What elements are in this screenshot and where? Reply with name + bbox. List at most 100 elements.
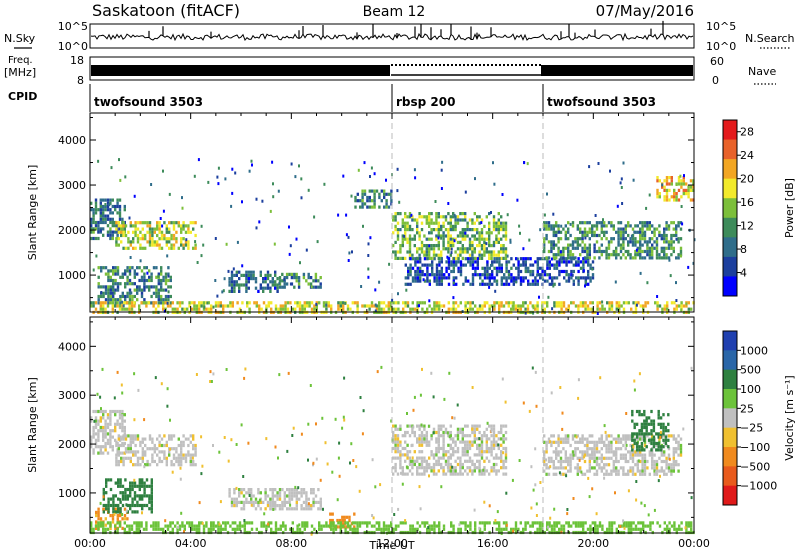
data-cell xyxy=(619,230,623,234)
data-cell xyxy=(430,437,433,441)
data-cell xyxy=(632,301,635,305)
data-cell xyxy=(106,217,110,221)
data-cell xyxy=(665,224,668,228)
data-cell xyxy=(529,524,532,528)
data-cell xyxy=(107,497,110,501)
data-cell xyxy=(435,282,439,286)
data-cell xyxy=(117,447,120,451)
data-cell xyxy=(450,260,453,264)
data-cell xyxy=(577,257,580,261)
data-cell xyxy=(366,199,369,203)
data-cell xyxy=(121,425,124,430)
data-cell xyxy=(282,304,285,308)
data-cell xyxy=(653,472,656,476)
data-cell xyxy=(586,450,589,454)
data-cell xyxy=(428,443,431,447)
data-cell xyxy=(433,301,436,305)
data-cell xyxy=(619,453,623,457)
data-cell xyxy=(559,440,563,444)
data-cell xyxy=(642,304,645,308)
data-cell xyxy=(105,507,108,511)
data-cell xyxy=(491,263,494,267)
data-cell xyxy=(552,240,555,244)
data-cell xyxy=(437,456,440,460)
data-cell xyxy=(655,243,659,247)
data-cell xyxy=(430,231,433,235)
data-cell xyxy=(591,301,594,305)
data-cell xyxy=(124,478,127,482)
data-cell xyxy=(133,275,136,279)
data-cell xyxy=(423,263,427,267)
data-cell xyxy=(503,276,506,280)
data-cell xyxy=(581,233,584,238)
data-cell xyxy=(603,440,606,444)
data-cell xyxy=(127,240,130,244)
data-cell xyxy=(156,227,159,231)
data-cell xyxy=(507,273,511,277)
data-cell xyxy=(207,180,210,184)
data-cell xyxy=(646,224,649,228)
data-cell xyxy=(437,240,440,244)
data-cell xyxy=(479,276,482,280)
data-cell xyxy=(141,497,144,501)
data-cell xyxy=(435,304,438,308)
data-cell xyxy=(555,440,558,444)
data-cell xyxy=(629,253,632,257)
data-cell xyxy=(655,256,659,260)
data-cell xyxy=(102,497,105,501)
data-cell xyxy=(440,424,443,428)
data-cell xyxy=(308,301,311,305)
data-cell xyxy=(288,272,291,276)
data-cell xyxy=(493,279,496,283)
data-cell xyxy=(305,494,308,498)
data-cell xyxy=(269,488,272,492)
data-cell xyxy=(504,446,508,451)
data-cell xyxy=(685,304,688,308)
data-cell xyxy=(392,466,395,470)
data-cell xyxy=(550,227,553,231)
data-cell xyxy=(188,304,191,308)
data-cell xyxy=(133,521,136,525)
data-cell xyxy=(233,488,236,492)
data-cell xyxy=(119,478,122,482)
data-cell xyxy=(132,450,135,454)
data-cell xyxy=(145,304,148,308)
data-cell xyxy=(612,469,615,473)
data-cell xyxy=(157,301,160,305)
data-cell xyxy=(165,237,168,241)
data-cell xyxy=(373,199,376,203)
data-cell xyxy=(438,307,441,311)
data-cell xyxy=(109,409,112,414)
data-cell xyxy=(490,250,493,254)
data-cell xyxy=(241,524,244,528)
data-cell xyxy=(117,503,120,508)
data-cell xyxy=(634,450,637,454)
data-cell xyxy=(634,240,637,244)
data-cell xyxy=(643,425,646,430)
data-cell xyxy=(99,217,102,221)
data-cell xyxy=(639,246,642,250)
data-cell xyxy=(158,443,161,448)
data-cell xyxy=(288,497,291,501)
data-cell xyxy=(519,257,523,261)
data-cell xyxy=(160,459,164,464)
data-cell xyxy=(169,524,172,528)
data-cell xyxy=(631,419,634,423)
data-cell xyxy=(150,301,153,305)
data-cell xyxy=(582,269,585,273)
data-cell xyxy=(500,221,503,225)
data-cell xyxy=(423,215,426,219)
data-cell xyxy=(639,233,642,238)
data-cell xyxy=(442,424,445,428)
data-cell xyxy=(648,246,651,250)
data-cell xyxy=(185,238,188,242)
data-cell xyxy=(502,459,505,463)
data-cell xyxy=(437,450,440,454)
data-cell xyxy=(634,256,637,260)
data-cell xyxy=(114,272,117,276)
data-cell xyxy=(291,527,294,531)
data-cell xyxy=(155,275,158,279)
data-cell xyxy=(425,440,428,444)
data-cell xyxy=(97,527,100,531)
data-cell xyxy=(240,283,243,287)
